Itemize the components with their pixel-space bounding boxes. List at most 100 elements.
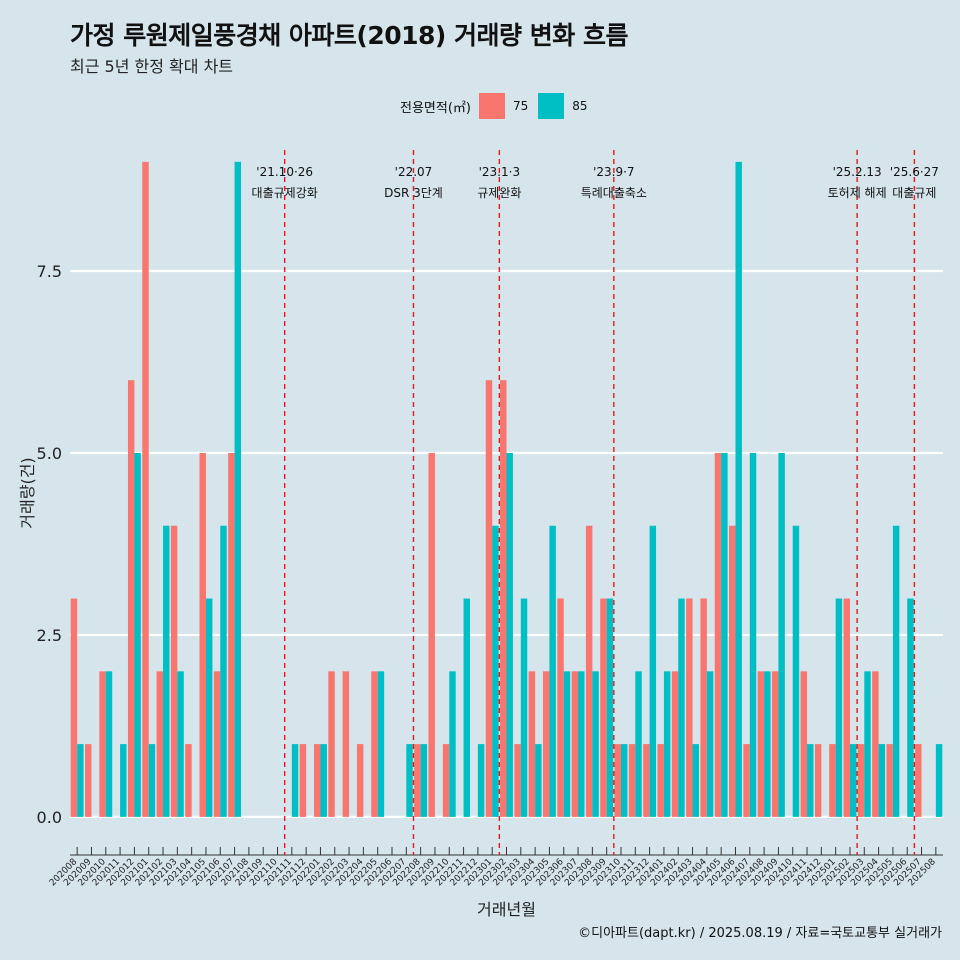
bar-75-202408 [757, 671, 765, 817]
bar-85-202103 [177, 671, 184, 817]
bar-75-202405 [714, 452, 722, 817]
bar-85-202301 [492, 525, 499, 817]
legend-key-85 [538, 93, 565, 119]
annotation-label: 대출규제강화 [252, 186, 318, 200]
bar-85-202403 [692, 744, 699, 817]
bar-75-202503 [857, 744, 865, 817]
legend: 전용면적(㎡) 75 85 [400, 93, 598, 119]
annotation-label: 규제완화 [477, 186, 521, 200]
annotation-date: '23.9·7 [593, 165, 634, 179]
annotation-date: '22.07 [395, 165, 433, 179]
bar-85-202306 [563, 671, 571, 817]
bar-85-202105 [205, 598, 213, 817]
bar-75-202101 [142, 161, 149, 817]
bar-75-202107 [228, 452, 235, 817]
bar-75-202010 [99, 671, 106, 817]
bar-75-202012 [127, 380, 135, 817]
y-tick-label: 2.5 [37, 626, 62, 645]
bar-75-202201 [314, 744, 321, 817]
bar-75-202301 [485, 380, 493, 817]
bar-85-202401 [663, 671, 671, 817]
bar-75-202311 [628, 744, 636, 817]
bar-85-202210 [449, 671, 456, 817]
bar-85-202211 [463, 598, 471, 817]
bar-75-202310 [614, 744, 621, 817]
y-axis-title: 거래량(건) [18, 457, 37, 528]
y-tick-label: 7.5 [37, 262, 62, 281]
bar-85-202504 [878, 744, 886, 817]
bar-75-202202 [328, 671, 335, 817]
bar-85-202308 [592, 671, 599, 817]
bar-75-202309 [600, 598, 607, 817]
bar-85-202406 [735, 161, 742, 817]
bar-85-202212 [477, 744, 485, 817]
bar-75-202303 [514, 744, 521, 817]
legend-title: 전용면적(㎡) [400, 100, 471, 116]
bar-85-202503 [864, 671, 871, 817]
bar-75-202203 [342, 671, 350, 817]
bar-75-202306 [557, 598, 564, 817]
bar-75-202105 [199, 452, 206, 817]
bar-85-202502 [849, 744, 857, 817]
bar-75-202412 [814, 744, 822, 817]
chart-subtitle: 최근 5년 한정 확대 차트 [70, 57, 234, 76]
annotation-label: 특례대출축소 [581, 186, 647, 200]
bar-75-202205 [371, 671, 378, 817]
bar-85-202310 [620, 744, 628, 817]
bar-85-202408 [764, 671, 771, 817]
annotation-date: '21.10·26 [256, 165, 313, 179]
bar-75-202409 [771, 671, 779, 817]
bar-75-202502 [843, 598, 850, 817]
bar-75-202304 [528, 671, 536, 817]
bar-85-202506 [907, 598, 914, 817]
bar-75-202209 [428, 452, 435, 817]
bar-75-202407 [743, 744, 750, 817]
bar-75-202008 [70, 598, 78, 817]
bar-75-202307 [571, 671, 579, 817]
annotation-date: '25.2.13 [833, 165, 882, 179]
bar-75-202112 [299, 744, 307, 817]
bar-85-202402 [678, 598, 685, 817]
bar-85-202208 [420, 744, 428, 817]
bar-75-202312 [643, 744, 650, 817]
bar-85-202407 [749, 452, 757, 817]
bar-85-202207 [406, 744, 413, 817]
bar-85-202312 [649, 525, 657, 817]
bar-75-202204 [356, 744, 364, 817]
bar-75-202406 [729, 525, 736, 817]
bar-85-202302 [506, 452, 513, 817]
bar-75-202104 [185, 744, 192, 817]
bar-75-202102 [156, 671, 164, 817]
bar-85-202102 [163, 525, 170, 817]
bar-85-202311 [635, 671, 642, 817]
bar-85-202405 [721, 452, 728, 817]
bar-85-202305 [549, 525, 556, 817]
legend-label-75: 75 [512, 99, 529, 113]
bar-85-202501 [835, 598, 843, 817]
bar-75-202308 [585, 525, 593, 817]
bar-85-202201 [320, 744, 327, 817]
legend-key-75 [478, 93, 505, 119]
bar-75-202504 [872, 671, 879, 817]
bar-85-202101 [148, 744, 156, 817]
bar-85-202304 [535, 744, 542, 817]
bar-75-202106 [213, 671, 221, 817]
bar-85-202106 [220, 525, 227, 817]
bar-75-202403 [686, 598, 693, 817]
bar-85-202107 [234, 161, 242, 817]
bar-85-202111 [291, 744, 299, 817]
bar-75-202103 [170, 525, 178, 817]
bar-75-202404 [700, 598, 707, 817]
bar-75-202302 [500, 380, 507, 817]
bar-85-202205 [377, 671, 385, 817]
bar-75-202402 [671, 671, 679, 817]
bar-85-202505 [892, 525, 900, 817]
chart-title: 가정 루원제일풍경채 아파트(2018) 거래량 변화 흐름 [70, 21, 628, 50]
bar-75-202009 [85, 744, 92, 817]
bar-75-202208 [414, 744, 421, 817]
bar-75-202210 [442, 744, 450, 817]
bar-85-202404 [706, 671, 714, 817]
bar-85-202411 [807, 744, 814, 817]
bar-85-202409 [778, 452, 785, 817]
bar-85-202303 [520, 598, 528, 817]
